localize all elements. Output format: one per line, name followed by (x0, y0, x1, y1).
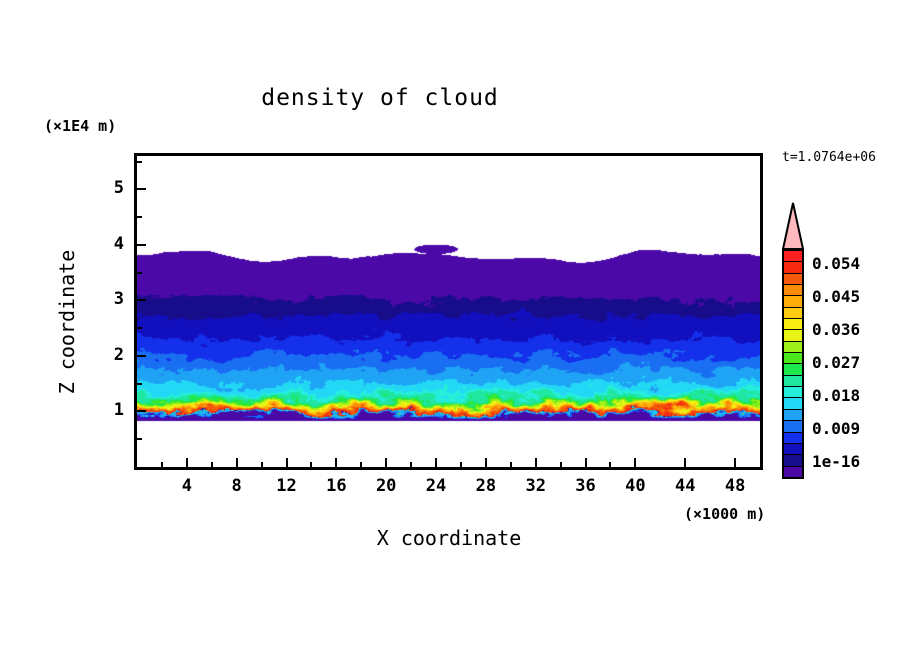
x-tick-minor (509, 462, 512, 467)
colorbar[interactable] (782, 249, 804, 479)
colorbar-band (784, 364, 802, 376)
colorbar-tick-label: 1e-16 (812, 451, 861, 471)
y-tick-label: 2 (113, 344, 124, 365)
colorbar-tick-label: 0.054 (812, 254, 861, 274)
y-tick-minor (137, 327, 142, 330)
y-tick-major (137, 243, 146, 246)
contour-field (137, 156, 760, 467)
plot-frame (134, 153, 763, 470)
colorbar-band (784, 307, 802, 320)
colorbar-band (784, 421, 802, 433)
colorbar-band (784, 466, 802, 477)
x-tick-major (634, 458, 637, 467)
colorbar-tick-label: 0.018 (812, 385, 861, 405)
x-tick-major (584, 458, 587, 467)
colorbar-band (784, 262, 802, 274)
x-tick-major (684, 458, 687, 467)
colorbar-tick-label: 0.009 (812, 418, 861, 438)
colorbar-band (784, 443, 802, 456)
colorbar-band (784, 398, 802, 410)
x-tick-label: 44 (674, 476, 696, 496)
x-tick-label: 48 (724, 476, 746, 496)
x-tick-label: 8 (231, 476, 242, 496)
y-tick-minor (137, 271, 142, 274)
colorbar-tick-label: 0.036 (812, 320, 861, 340)
timestamp-annotation: t=1.0764e+06 (782, 150, 876, 165)
x-axis-unit-label: (×1000 m) (684, 505, 766, 523)
x-tick-label: 40 (625, 476, 646, 496)
x-tick-major (435, 458, 438, 467)
colorbar-overflow-arrow (782, 202, 804, 250)
y-tick-minor (137, 382, 142, 385)
y-tick-label: 4 (113, 233, 124, 254)
x-tick-label: 36 (575, 476, 596, 496)
x-tick-label: 28 (475, 476, 497, 496)
x-tick-major (534, 458, 537, 467)
colorbar-band (784, 375, 802, 388)
colorbar-band (784, 319, 802, 331)
colorbar-band (784, 296, 802, 308)
x-tick-minor (160, 462, 163, 467)
x-tick-major (734, 458, 737, 467)
colorbar-band (784, 251, 802, 263)
y-tick-major (137, 410, 146, 413)
x-tick-minor (310, 462, 313, 467)
x-axis-title: X coordinate (376, 526, 522, 550)
y-tick-major (137, 188, 146, 191)
x-tick-minor (260, 462, 263, 467)
x-tick-minor (410, 462, 413, 467)
colorbar-band (784, 455, 802, 467)
y-axis-title: Z coordinate (55, 249, 79, 395)
x-tick-major (335, 458, 338, 467)
x-tick-major (185, 458, 188, 467)
colorbar-band (784, 273, 802, 286)
x-tick-minor (210, 462, 213, 467)
x-tick-minor (360, 462, 363, 467)
x-tick-major (484, 458, 487, 467)
colorbar-band (784, 285, 802, 297)
x-tick-major (385, 458, 388, 467)
x-tick-minor (459, 462, 462, 467)
y-tick-minor (137, 438, 142, 441)
colorbar-tick-label: 0.045 (812, 287, 861, 307)
y-tick-label: 3 (113, 289, 124, 310)
colorbar-band (784, 330, 802, 342)
colorbar-band (784, 341, 802, 354)
x-tick-label: 12 (276, 476, 297, 496)
x-tick-label: 16 (326, 476, 347, 496)
colorbar-tick-label: 0.027 (812, 353, 861, 372)
colorbar-band (784, 432, 802, 444)
y-tick-minor (137, 216, 142, 219)
x-tick-label: 32 (525, 476, 546, 496)
y-tick-major (137, 354, 146, 357)
x-tick-major (285, 458, 288, 467)
page-title: density of cloud (261, 85, 499, 111)
y-tick-label: 1 (113, 400, 124, 421)
y-tick-minor (137, 160, 142, 163)
colorbar-band (784, 353, 802, 365)
y-tick-major (137, 299, 146, 302)
colorbar-band (784, 387, 802, 399)
y-tick-label: 5 (113, 178, 124, 199)
x-tick-label: 24 (425, 476, 447, 496)
x-tick-label: 4 (181, 476, 192, 496)
x-tick-major (235, 458, 238, 467)
x-tick-label: 20 (375, 476, 397, 496)
x-tick-minor (609, 462, 612, 467)
x-tick-minor (559, 462, 562, 467)
colorbar-band (784, 409, 802, 422)
y-axis-unit-label: (×1E4 m) (44, 117, 117, 135)
